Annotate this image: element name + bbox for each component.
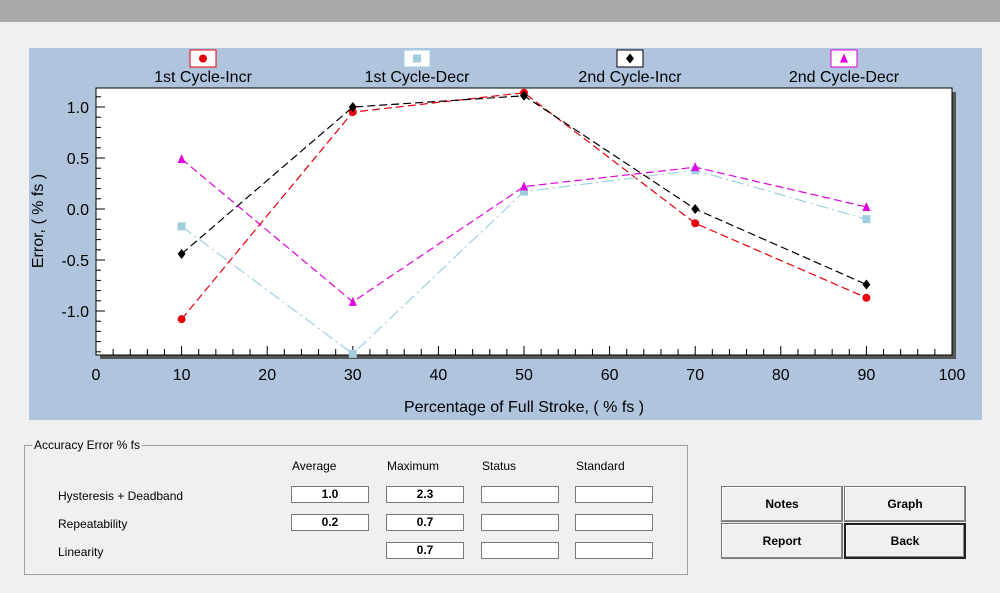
repeatability-status-field[interactable] (481, 514, 559, 531)
data-point-1st-cycle-incr (348, 108, 357, 117)
hysteresis-status-field[interactable] (481, 486, 559, 503)
plot-area (95, 87, 953, 356)
y-tick-label: -1.0 (61, 304, 89, 321)
data-point-2nd-cycle-incr (862, 279, 871, 290)
data-point-2nd-cycle-decr (348, 296, 357, 306)
data-point-1st-cycle-decr (177, 222, 186, 231)
x-tick-label: 20 (258, 367, 276, 384)
accuracy-group-title: Accuracy Error % fs (32, 438, 143, 452)
data-point-1st-cycle-decr (348, 349, 357, 358)
x-tick-label: 100 (939, 367, 966, 384)
y-tick-label: 1.0 (67, 100, 89, 117)
legend-label-2nd-cycle-decr: 2nd Cycle-Decr (789, 69, 900, 86)
data-point-2nd-cycle-decr (691, 162, 700, 172)
hysteresis-average-field[interactable]: 1.0 (291, 486, 369, 503)
y-tick-label: 0.5 (67, 151, 89, 168)
data-point-2nd-cycle-incr (520, 90, 528, 101)
y-tick-label: -0.5 (61, 253, 89, 270)
legend-marker-2nd-cycle-decr (840, 53, 848, 63)
chart-panel: 0 10 20 30 40 50 60 70 80 90 100 1.0 0.5 0.0 -0.5 -1.0 P… (29, 48, 982, 420)
x-tick-label: 50 (515, 367, 533, 384)
legend-marker-1st-cycle-incr (199, 54, 207, 63)
repeatability-average-field[interactable]: 0.2 (291, 514, 369, 531)
x-tick-label: 0 (92, 367, 101, 384)
row-label-linearity: Linearity (58, 545, 104, 559)
linearity-standard-field[interactable] (575, 542, 653, 559)
x-tick-label: 90 (858, 367, 876, 384)
column-header-average: Average (292, 459, 337, 473)
data-point-2nd-cycle-decr (177, 154, 186, 164)
x-tick-label: 70 (686, 367, 704, 384)
data-point-1st-cycle-incr (691, 219, 700, 228)
error-chart: 0 10 20 30 40 50 60 70 80 90 100 1.0 0.5 0.0 -0.5 -1.0 P… (30, 49, 966, 416)
x-tick-label: 60 (601, 367, 619, 384)
x-tick-label: 40 (430, 367, 448, 384)
data-point-1st-cycle-incr (862, 293, 871, 302)
legend-label-2nd-cycle-incr: 2nd Cycle-Incr (578, 69, 682, 86)
linearity-maximum-field[interactable]: 0.7 (386, 542, 464, 559)
column-header-standard: Standard (576, 459, 625, 473)
hysteresis-standard-field[interactable] (575, 486, 653, 503)
back-button[interactable]: Back (844, 523, 966, 559)
series-line-2nd-cycle-decr (181, 158, 867, 303)
legend-label-1st-cycle-decr: 1st Cycle-Decr (365, 69, 471, 86)
repeatability-maximum-field[interactable]: 0.7 (386, 514, 464, 531)
window-title-bar (0, 0, 1000, 22)
accuracy-error-group: Accuracy Error % fs Average Maximum Stat… (24, 438, 688, 575)
y-tick-label: 0.0 (67, 202, 89, 219)
data-point-2nd-cycle-incr (691, 204, 700, 214)
repeatability-standard-field[interactable] (575, 514, 653, 531)
data-point-1st-cycle-incr (177, 315, 186, 324)
legend-marker-1st-cycle-decr (413, 54, 421, 63)
data-point-2nd-cycle-decr (520, 181, 528, 191)
data-point-2nd-cycle-incr (177, 248, 186, 259)
legend-marker-2nd-cycle-incr (626, 53, 634, 64)
data-point-1st-cycle-decr (862, 215, 871, 224)
data-point-2nd-cycle-decr (862, 201, 871, 211)
x-tick-label: 10 (173, 367, 191, 384)
hysteresis-maximum-field[interactable]: 2.3 (386, 486, 464, 503)
legend-label-1st-cycle-incr: 1st Cycle-Incr (154, 69, 252, 86)
notes-button[interactable]: Notes (721, 486, 843, 522)
data-point-1st-cycle-decr (520, 187, 528, 196)
column-header-maximum: Maximum (387, 459, 440, 473)
row-label-repeatability: Repeatability (58, 517, 128, 531)
linearity-status-field[interactable] (481, 542, 559, 559)
data-point-2nd-cycle-incr (348, 102, 357, 112)
x-tick-label: 80 (772, 367, 790, 384)
row-label-hysteresis: Hysteresis + Deadband (58, 489, 184, 503)
report-button[interactable]: Report (721, 523, 843, 559)
y-axis-label: Error, ( % fs ) (30, 174, 47, 268)
x-axis-label: Percentage of Full Stroke, ( % fs ) (404, 399, 644, 416)
graph-button[interactable]: Graph (844, 486, 966, 522)
x-tick-label: 30 (344, 367, 362, 384)
column-header-status: Status (482, 459, 517, 473)
